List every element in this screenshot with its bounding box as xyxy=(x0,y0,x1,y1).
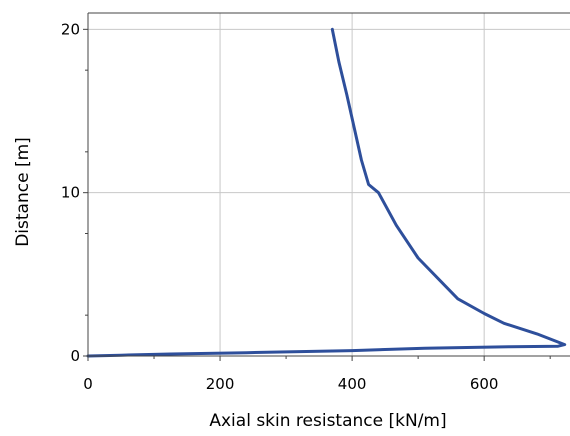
x-tick-label: 600 xyxy=(470,375,499,393)
grid xyxy=(88,13,570,356)
x-tick-label: 0 xyxy=(83,375,93,393)
y-tick-label: 20 xyxy=(61,20,80,38)
x-axis-title: Axial skin resistance [kN/m] xyxy=(209,411,446,431)
series-line xyxy=(86,27,567,358)
x-tick-label: 400 xyxy=(338,375,367,393)
series-layer xyxy=(86,27,567,358)
x-tick-label: 200 xyxy=(206,375,235,393)
y-tick-label: 0 xyxy=(70,347,80,365)
tick-labels: 0 200 400 600 0 10 20 xyxy=(61,20,499,393)
axes xyxy=(83,12,570,361)
y-axis-title: Distance [m] xyxy=(13,137,33,247)
y-tick-label: 10 xyxy=(61,184,80,202)
